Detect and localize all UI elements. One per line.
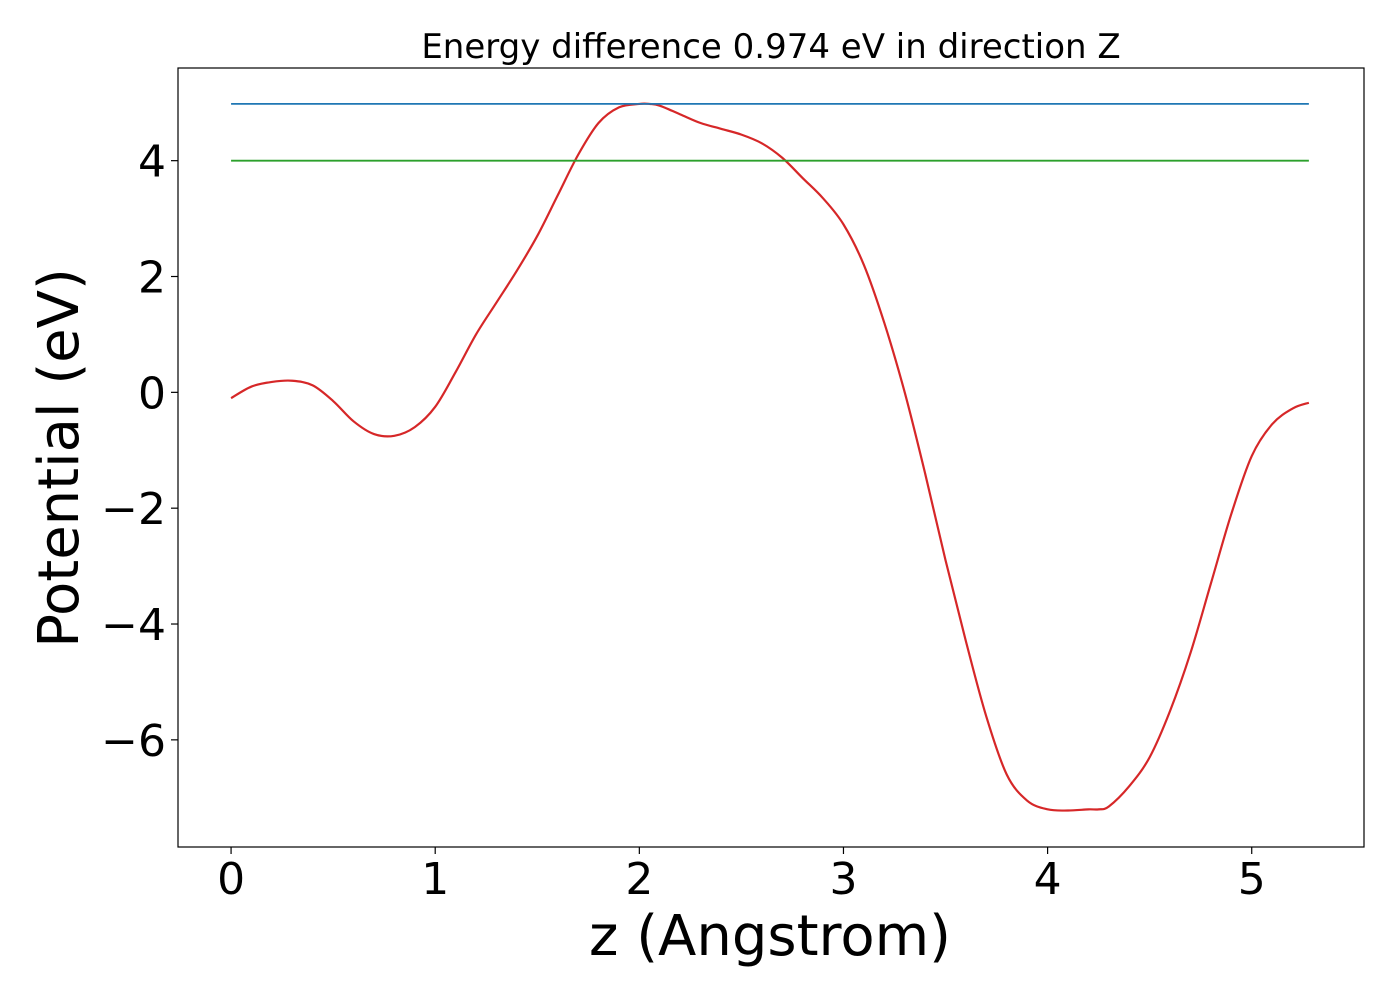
plot-frame [177, 67, 1365, 848]
series-line-0 [230, 102, 1310, 812]
y-tick-label: 4 [138, 137, 166, 188]
x-tick-label: 4 [1034, 854, 1062, 905]
y-tick-label: 2 [138, 253, 166, 304]
chart-title: Energy difference 0.974 eV in direction … [421, 27, 1120, 67]
x-axis-ticks: 0 1 2 3 4 5 [217, 847, 1266, 905]
x-tick-label: 3 [829, 854, 857, 905]
y-axis-title: Potential (eV) [27, 268, 92, 648]
x-tick-label: 5 [1238, 854, 1266, 905]
y-tick-label: −4 [101, 600, 166, 651]
x-tick-label: 0 [217, 854, 245, 905]
y-tick-label: −2 [101, 484, 166, 535]
y-axis-ticks: 4 2 0 −2 −4 −6 [101, 137, 178, 767]
series-layer [230, 102, 1310, 812]
x-tick-label: 2 [625, 854, 653, 905]
y-tick-label: −6 [101, 716, 166, 767]
x-tick-label: 1 [421, 854, 449, 905]
x-axis-title: z (Angstrom) [589, 904, 951, 969]
y-tick-label: 0 [138, 368, 166, 419]
